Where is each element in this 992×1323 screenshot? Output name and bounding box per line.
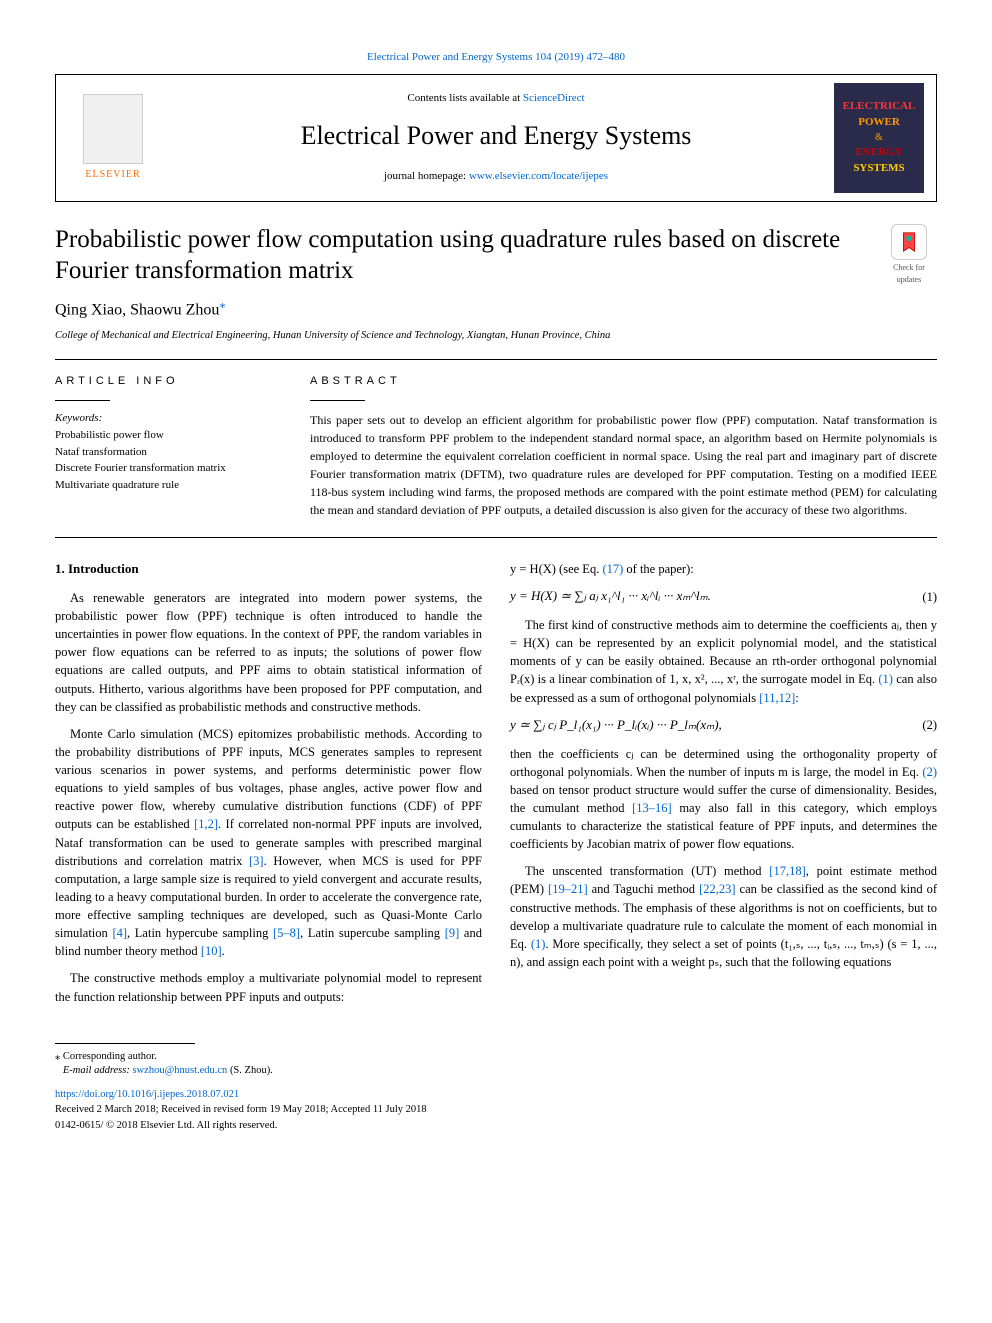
copyright-line: 0142-0615/ © 2018 Elsevier Ltd. All righ… [55,1118,937,1133]
keywords-label: Keywords: [55,411,280,427]
abstract-block: ABSTRACT This paper sets out to develop … [310,374,937,519]
body-paragraph: The unscented transformation (UT) method… [510,862,937,971]
authors: Qing Xiao, Shaowu Zhou⁎ [55,296,937,322]
keyword: Multivariate quadrature rule [55,477,280,494]
article-title: Probabilistic power flow computation usi… [55,224,881,287]
citation-link[interactable]: [3] [249,854,264,868]
body-paragraph: The first kind of constructive methods a… [510,616,937,707]
homepage-link[interactable]: www.elsevier.com/locate/ijepes [469,170,608,182]
citation-link[interactable]: [11,12] [759,691,795,705]
corresponding-mark[interactable]: ⁎ [219,297,225,311]
citation-link[interactable]: [22,23] [699,882,735,896]
citation-link[interactable]: [10] [201,944,222,958]
keyword: Discrete Fourier transformation matrix [55,460,280,477]
bookmark-icon [898,231,920,253]
body-paragraph: Monte Carlo simulation (MCS) epitomizes … [55,725,482,961]
article-info-heading: ARTICLE INFO [55,374,280,390]
keyword: Nataf transformation [55,444,280,461]
email-line: E-mail address: swzhou@hnust.edu.cn (S. … [55,1064,937,1079]
citation-link[interactable]: [5–8] [273,926,300,940]
citation-link[interactable]: [4] [112,926,127,940]
equation: y = H(X) ≃ ∑ⱼ aⱼ x₁^l₁ ··· xᵢ^lᵢ ··· xₘ^… [510,587,937,606]
keyword: Probabilistic power flow [55,427,280,444]
contents-list-line: Contents lists available at ScienceDirec… [158,91,834,107]
article-history: Received 2 March 2018; Received in revis… [55,1102,937,1117]
section-heading: 1. Introduction [55,560,482,579]
eq-ref[interactable]: (17) [602,562,623,576]
eq-ref[interactable]: (2) [922,765,937,779]
eq-ref[interactable]: (1) [531,937,546,951]
email-link[interactable]: swzhou@hnust.edu.cn [132,1065,227,1076]
affiliation: College of Mechanical and Electrical Eng… [55,328,937,343]
body-paragraph: y = H(X) (see Eq. (17) of the paper): [510,560,937,578]
journal-header: ELSEVIER Contents lists available at Sci… [55,74,937,202]
citation-link[interactable]: [9] [445,926,460,940]
body-paragraph: The constructive methods employ a multiv… [55,969,482,1005]
citation-link[interactable]: [17,18] [769,864,805,878]
right-column: y = H(X) (see Eq. (17) of the paper): y … [510,560,937,1015]
check-updates-badge[interactable]: Check for updates [881,224,937,285]
eq-ref[interactable]: (1) [878,672,893,686]
journal-cover-thumb: ELECTRICAL POWER & ENERGY SYSTEMS [834,83,924,193]
elsevier-logo: ELSEVIER [68,83,158,193]
citation-link[interactable]: [1,2] [194,817,218,831]
doi-link[interactable]: https://doi.org/10.1016/j.ijepes.2018.07… [55,1089,239,1100]
equation-number: (1) [922,588,937,606]
sciencedirect-link[interactable]: ScienceDirect [523,92,585,104]
body-paragraph: then the coefficients cⱼ can be determin… [510,745,937,854]
journal-citation[interactable]: Electrical Power and Energy Systems 104 … [55,50,937,66]
abstract-heading: ABSTRACT [310,374,937,390]
footnote-separator [55,1043,195,1044]
body-paragraph: As renewable generators are integrated i… [55,589,482,716]
left-column: 1. Introduction As renewable generators … [55,560,482,1015]
corresponding-author-note: ⁎ Corresponding author. [55,1050,937,1065]
citation-link[interactable]: [13–16] [632,801,672,815]
abstract-text: This paper sets out to develop an effici… [310,411,937,519]
equation-number: (2) [922,716,937,734]
journal-name: Electrical Power and Energy Systems [158,117,834,155]
article-info-block: ARTICLE INFO Keywords: Probabilistic pow… [55,374,280,519]
equation: y ≃ ∑ⱼ cⱼ P_l₁(x₁) ··· P_lᵢ(xᵢ) ··· P_lₘ… [510,716,937,735]
citation-link[interactable]: [19–21] [548,882,588,896]
homepage-line: journal homepage: www.elsevier.com/locat… [158,169,834,185]
